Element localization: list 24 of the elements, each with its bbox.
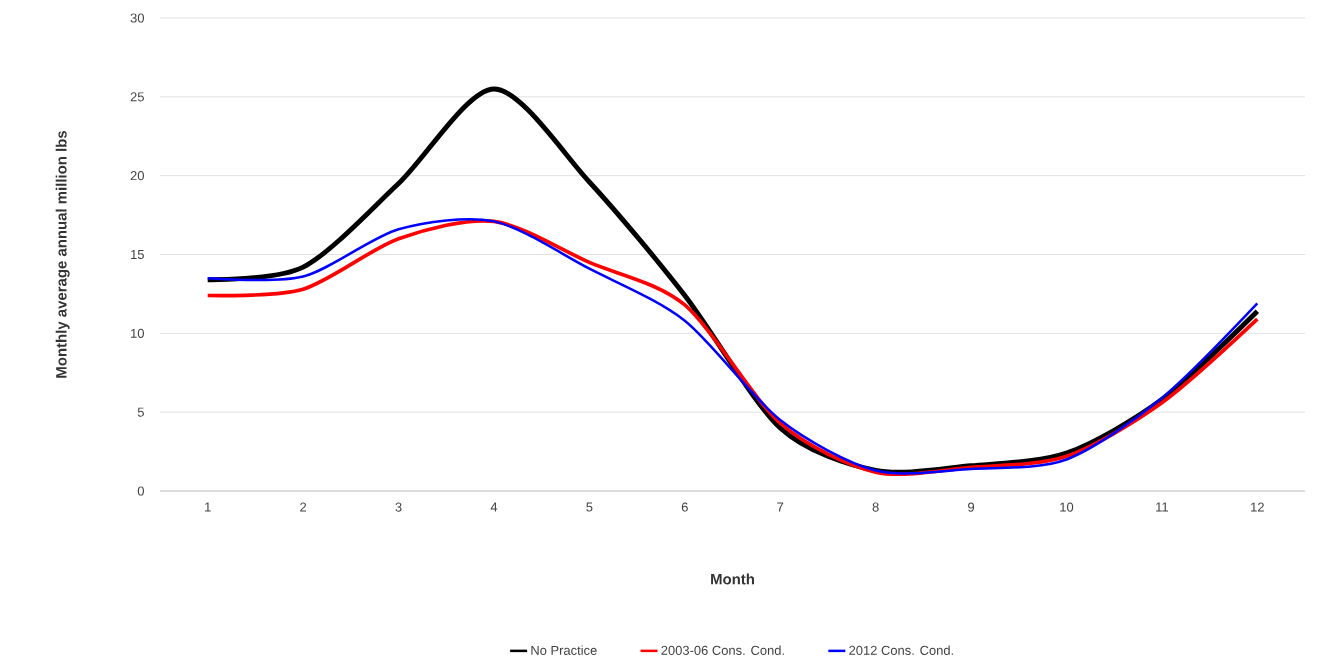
y-axis-title: Monthly average annual million lbs	[55, 130, 70, 378]
x-tick-label: 11	[1156, 502, 1168, 512]
x-tick-label: 6	[681, 502, 688, 512]
y-tick-label: 20	[130, 171, 144, 181]
legend-label: 2012 Cons. Cond.	[849, 645, 953, 655]
legend-label: No Practice	[531, 645, 597, 655]
x-tick-label: 8	[872, 502, 879, 512]
x-axis-title: Month	[711, 573, 754, 585]
x-tick-label: 12	[1251, 502, 1264, 512]
x-tick-label: 7	[777, 502, 784, 512]
y-tick-label: 10	[131, 328, 144, 338]
x-tick-label: 10	[1060, 502, 1074, 512]
legend-label: 2003-06 Cons. Cond.	[661, 645, 784, 655]
x-tick-label: 1	[205, 502, 211, 512]
x-tick-label: 5	[586, 502, 593, 512]
y-tick-label: 5	[137, 407, 144, 417]
x-tick-label: 9	[968, 502, 975, 512]
y-tick-label: 0	[137, 486, 144, 496]
y-tick-label: 30	[130, 13, 144, 23]
y-tick-label: 15	[131, 249, 144, 260]
y-tick-label: 25	[130, 92, 144, 102]
x-tick-label: 3	[395, 502, 402, 512]
x-tick-label: 2	[300, 502, 307, 512]
x-tick-label: 4	[490, 502, 498, 512]
